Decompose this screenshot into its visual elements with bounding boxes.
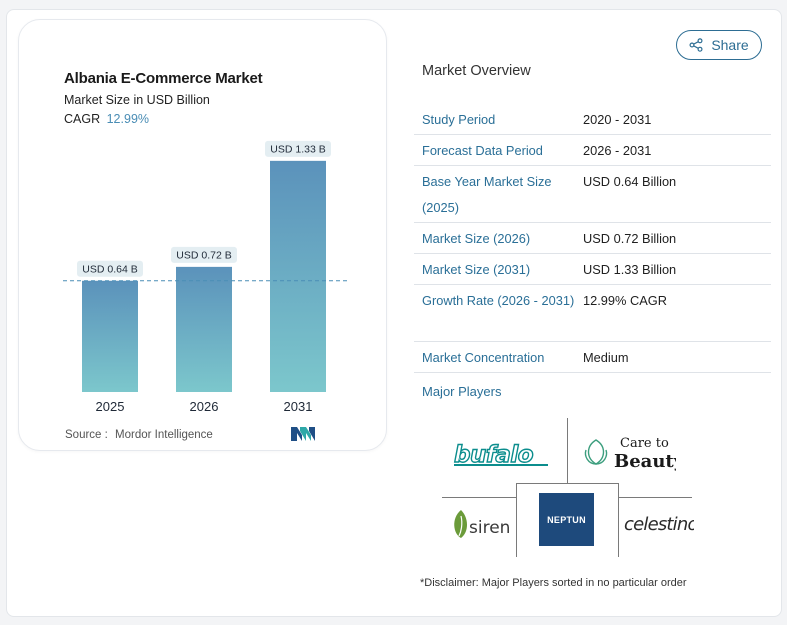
row-key: Base Year Market Size (2025)	[422, 174, 552, 215]
row-key: Forecast Data Period	[422, 143, 543, 158]
svg-text:celestino: celestino	[624, 514, 694, 535]
table-row: Market Concentration Medium	[414, 342, 771, 373]
row-value: 12.99% CAGR	[583, 293, 667, 308]
disclaimer: *Disclaimer: Major Players sorted in no …	[420, 577, 687, 589]
table-row: Growth Rate (2026 - 2031) 12.99% CAGR	[414, 285, 771, 342]
data-label: USD 0.64 B	[77, 260, 143, 277]
bar-2026	[176, 266, 232, 392]
celestino-logo: celestino	[624, 514, 694, 535]
bar-2031	[270, 160, 326, 392]
data-label: USD 0.72 B	[171, 246, 237, 263]
grid-divider	[442, 497, 516, 498]
row-value: 2026 - 2031	[583, 143, 652, 158]
market-overview-table: Study Period 2020 - 2031 Forecast Data P…	[414, 104, 771, 373]
cagr-value: 12.99%	[106, 112, 150, 126]
svg-text:Beauty: Beauty	[614, 451, 676, 472]
cagr-label: CAGR	[64, 112, 101, 126]
neptun-logo: NEPTUN	[539, 493, 594, 546]
tick-label-2031: 2031	[284, 399, 313, 414]
mordor-intelligence-logo	[291, 427, 315, 441]
row-value: USD 0.72 Billion	[583, 231, 677, 246]
share-button[interactable]: Share	[676, 30, 762, 60]
grid-divider	[618, 497, 692, 498]
source-value: Mordor Intelligence	[115, 429, 213, 441]
grid-divider	[516, 483, 517, 557]
row-value: USD 1.33 Billion	[583, 262, 677, 277]
row-value: Medium	[583, 350, 629, 365]
row-value: 2020 - 2031	[583, 112, 652, 127]
chart-cagr: CAGR 12.99%	[64, 112, 149, 126]
market-overview-title: Market Overview	[422, 63, 531, 79]
table-row: Study Period 2020 - 2031	[414, 104, 771, 135]
chart-title: Albania E-Commerce Market	[64, 70, 263, 87]
chart-subtitle: Market Size in USD Billion	[64, 93, 210, 107]
share-icon	[689, 38, 703, 52]
grid-divider	[516, 483, 618, 484]
svg-text:siren: siren	[469, 518, 509, 538]
row-key: Market Size (2031)	[422, 262, 531, 277]
svg-text:USD 0.72 B: USD 0.72 B	[176, 249, 231, 261]
tick-label-2026: 2026	[190, 399, 219, 414]
siren-logo: siren	[454, 510, 509, 538]
svg-text:USD 1.33 B: USD 1.33 B	[270, 143, 325, 155]
share-label: Share	[711, 37, 749, 53]
grid-divider	[618, 483, 619, 557]
table-row: Base Year Market Size (2025) USD 0.64 Bi…	[414, 166, 771, 223]
table-row: Market Size (2026) USD 0.72 Billion	[414, 223, 771, 254]
table-row: Market Size (2031) USD 1.33 Billion	[414, 254, 771, 285]
row-key: Market Size (2026)	[422, 231, 531, 246]
data-label: USD 1.33 B	[265, 140, 331, 157]
row-key: Market Concentration	[422, 350, 545, 365]
grid-divider	[567, 418, 568, 483]
svg-text:USD 0.64 B: USD 0.64 B	[82, 263, 137, 275]
care-to-beauty-logo: Care to Beauty	[582, 430, 685, 479]
bar-2025	[82, 280, 138, 392]
bar-chart: USD 0.64 B 2025 USD 0.72 B 2026 USD 1.33 B 20…	[63, 140, 347, 414]
row-key: Study Period	[422, 112, 496, 127]
table-row: Forecast Data Period 2026 - 2031	[414, 135, 771, 166]
chart-card: Albania E-Commerce Market Market Size in…	[18, 19, 387, 451]
tick-label-2025: 2025	[96, 399, 125, 414]
source-label: Source :	[65, 429, 108, 441]
row-key: Growth Rate (2026 - 2031)	[422, 293, 575, 308]
svg-text:Care to: Care to	[620, 436, 669, 451]
bufalo-logo: bufalo	[453, 441, 548, 469]
major-players-label: Major Players	[422, 384, 502, 399]
chart-source: Source : Mordor Intelligence	[65, 429, 213, 441]
row-value: USD 0.64 Billion	[583, 174, 677, 189]
